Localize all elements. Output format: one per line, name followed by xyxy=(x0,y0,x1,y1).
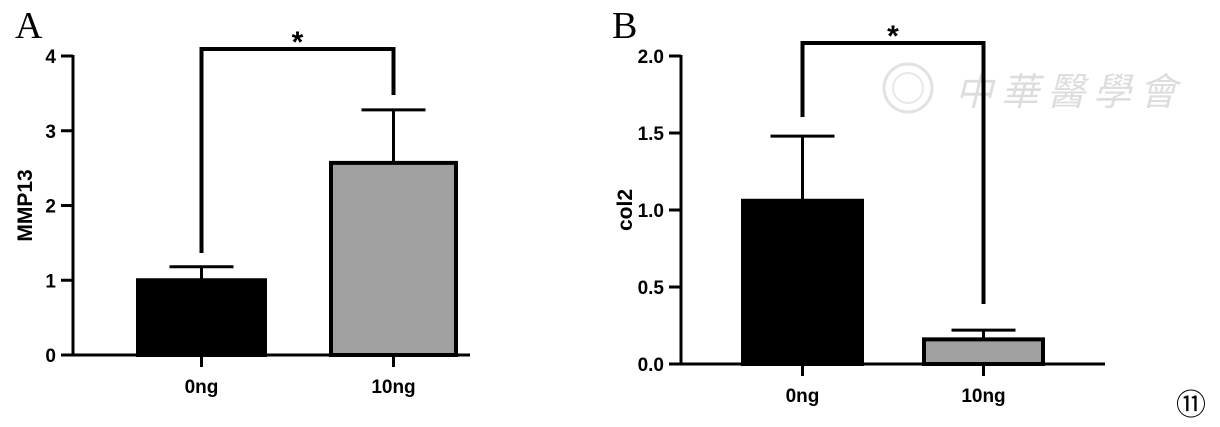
y-tick-label: 3 xyxy=(45,122,56,143)
figure-number: ⑪ xyxy=(1176,389,1206,422)
y-tick-label: 2 xyxy=(45,197,56,218)
y-tick-label: 2.0 xyxy=(638,47,664,68)
x-tick-label: 10ng xyxy=(961,386,1005,407)
significance-label: * xyxy=(292,26,304,59)
bar-0ng xyxy=(136,278,267,357)
y-axis-label: col2 xyxy=(614,189,637,231)
y-tick-label: 1.5 xyxy=(638,124,665,145)
x-tick-label: 0ng xyxy=(185,377,219,398)
watermark-seal-inner xyxy=(892,72,924,104)
panel-a: A 0ng 10ng 0 1 2 3 4 MMP13 * xyxy=(14,5,470,398)
significance-bracket xyxy=(800,41,986,304)
y-tick-label: 0.0 xyxy=(638,355,664,376)
x-tick-label: 0ng xyxy=(786,386,820,407)
y-axis-label: MMP13 xyxy=(14,169,37,241)
bar-10ng xyxy=(329,160,458,357)
y-tick-label: 1.0 xyxy=(638,201,664,222)
panel-label: B xyxy=(612,5,637,47)
significance-bracket xyxy=(199,47,396,253)
watermark-text: 中華醫學會 xyxy=(955,70,1185,114)
watermark: 中華醫學會 xyxy=(882,62,1185,114)
bar-10ng xyxy=(922,337,1045,366)
panel-label: A xyxy=(15,5,43,47)
x-tick-label: 10ng xyxy=(371,377,415,398)
y-tick-label: 1 xyxy=(45,271,56,292)
y-tick-label: 0 xyxy=(45,346,56,367)
significance-label: * xyxy=(887,20,899,53)
watermark-seal xyxy=(882,62,934,114)
panel-b: B 0ng 10ng 0.0 0.5 1.0 1.5 2.0 col2 * xyxy=(612,5,1105,407)
y-tick-label: 4 xyxy=(45,47,56,68)
bar-0ng xyxy=(741,198,864,366)
y-tick-label: 0.5 xyxy=(638,278,665,299)
